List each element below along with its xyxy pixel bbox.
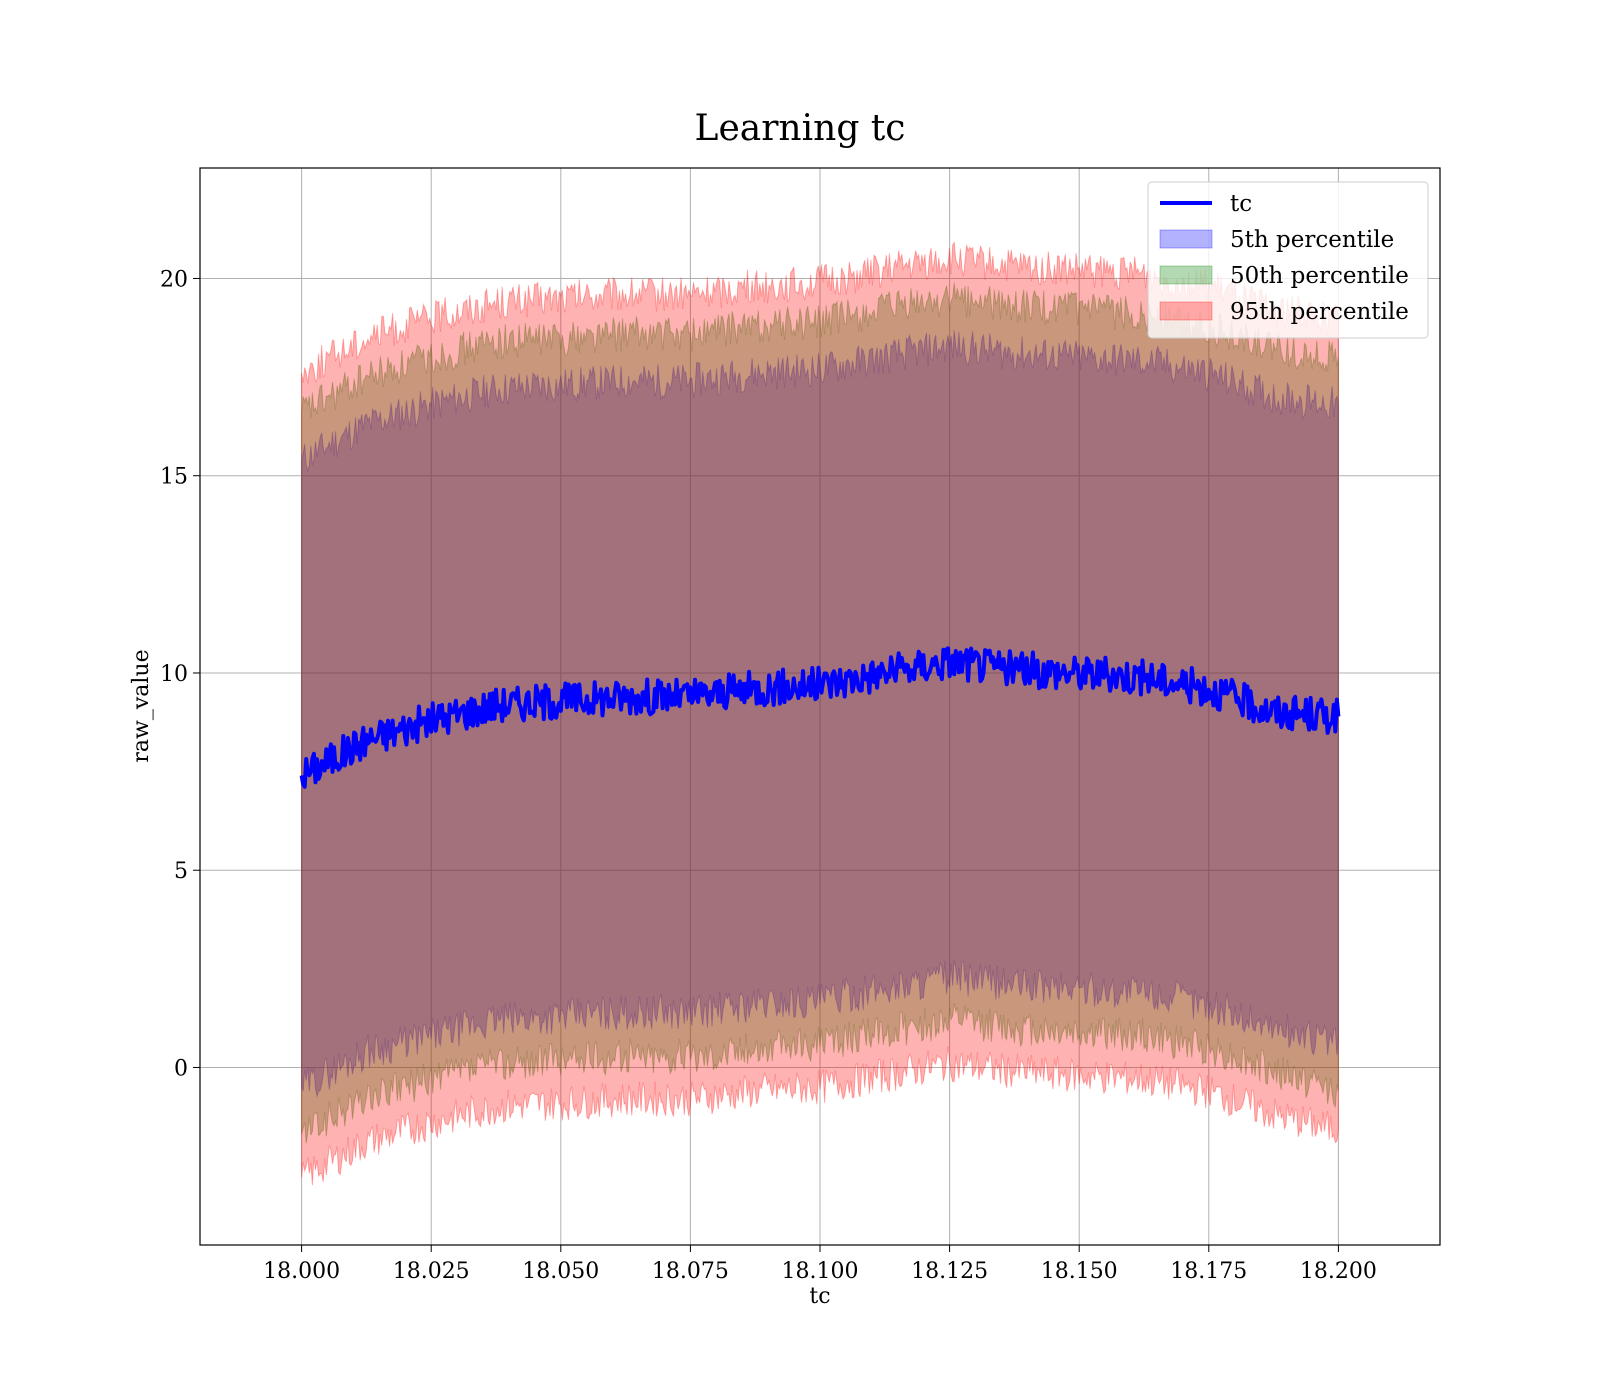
legend-swatch-band xyxy=(1159,265,1213,285)
y-axis-label: raw_value xyxy=(129,649,154,762)
y-axis-ticks: 0 5 10 15 20 xyxy=(160,267,200,1081)
x-tick-label: 18.200 xyxy=(1300,1259,1377,1284)
band-50th-percentile xyxy=(301,282,1339,1144)
x-axis-ticks: 18.000 18.025 18.050 18.075 18.100 18.125 18.1… xyxy=(263,1245,1377,1284)
legend-swatch-band xyxy=(1159,301,1213,321)
y-tick-label: 5 xyxy=(174,859,188,884)
x-tick-label: 18.150 xyxy=(1041,1259,1118,1284)
chart-title: Learning tc xyxy=(695,108,906,149)
legend: tc 5th percentile 50th percentile 95th perc… xyxy=(1147,181,1429,339)
legend-swatch-band xyxy=(1159,229,1213,249)
series-lines xyxy=(299,646,1341,789)
y-tick-label: 20 xyxy=(160,267,188,292)
band-5th-percentile xyxy=(301,330,1339,1098)
y-tick-label: 15 xyxy=(160,465,188,490)
x-tick-label: 18.175 xyxy=(1170,1259,1247,1284)
band-95th-percentile xyxy=(301,240,1339,1186)
x-tick-label: 18.125 xyxy=(911,1259,988,1284)
legend-label: 95th percentile xyxy=(1230,299,1409,325)
series-line-tc xyxy=(299,646,1341,789)
x-tick-label: 18.075 xyxy=(652,1259,729,1284)
percentile-bands xyxy=(301,240,1339,1186)
x-tick-label: 18.100 xyxy=(782,1259,859,1284)
legend-box xyxy=(1147,181,1429,339)
x-tick-label: 18.025 xyxy=(393,1259,470,1284)
x-axis-label: tc xyxy=(809,1284,830,1309)
legend-label: 5th percentile xyxy=(1230,227,1394,253)
y-tick-label: 10 xyxy=(160,662,188,687)
x-tick-label: 18.050 xyxy=(522,1259,599,1284)
legend-label: 50th percentile xyxy=(1230,263,1409,289)
legend-label: tc xyxy=(1230,191,1252,217)
plot-area xyxy=(199,167,1441,1246)
y-tick-label: 0 xyxy=(174,1056,188,1081)
x-tick-label: 18.000 xyxy=(263,1259,340,1284)
